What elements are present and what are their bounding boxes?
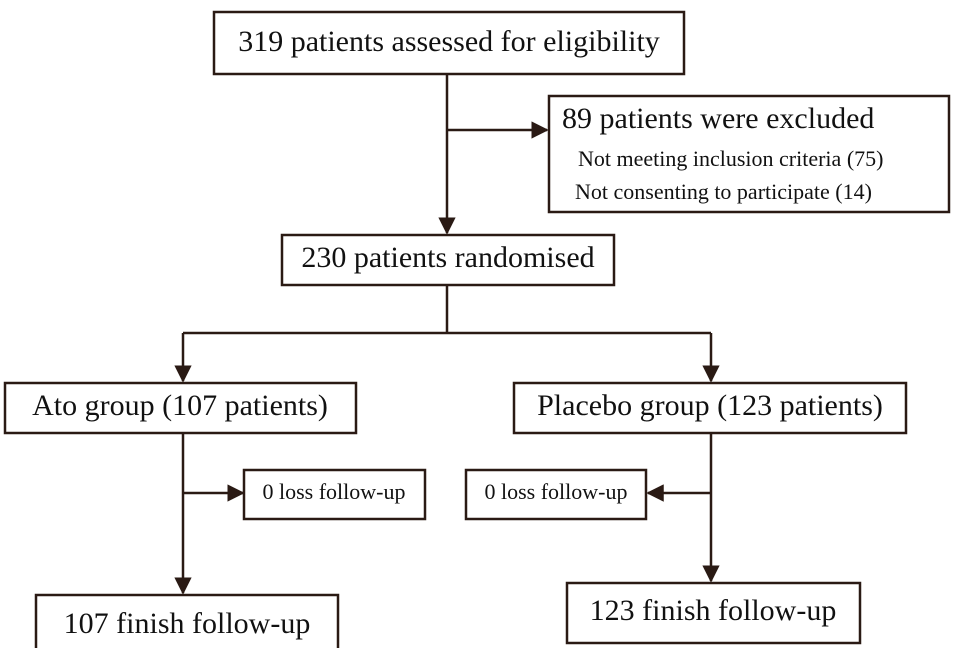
box — [464, 468, 648, 521]
node-label: Ato group (107 patients) — [32, 389, 328, 422]
node-detail: Not meeting inclusion criteria (75) — [578, 146, 883, 171]
box — [512, 381, 908, 435]
box — [565, 581, 862, 645]
node-label: 107 finish follow-up — [64, 607, 311, 640]
box — [34, 593, 340, 648]
box — [212, 10, 686, 76]
connectors — [174, 74, 720, 595]
node-label: 0 loss follow-up — [485, 479, 628, 504]
box — [242, 468, 427, 521]
node-label: 89 patients were excluded — [562, 102, 874, 135]
node-label: 230 patients randomised — [301, 241, 594, 274]
node-detail: Not consenting to participate (14) — [575, 179, 872, 204]
node-label: 319 patients assessed for eligibility — [238, 25, 660, 58]
node-label: 0 loss follow-up — [263, 479, 406, 504]
node-label: Placebo group (123 patients) — [537, 389, 883, 422]
node-label: 123 finish follow-up — [590, 594, 837, 627]
box — [280, 233, 616, 287]
box — [547, 94, 951, 214]
box — [3, 381, 358, 435]
